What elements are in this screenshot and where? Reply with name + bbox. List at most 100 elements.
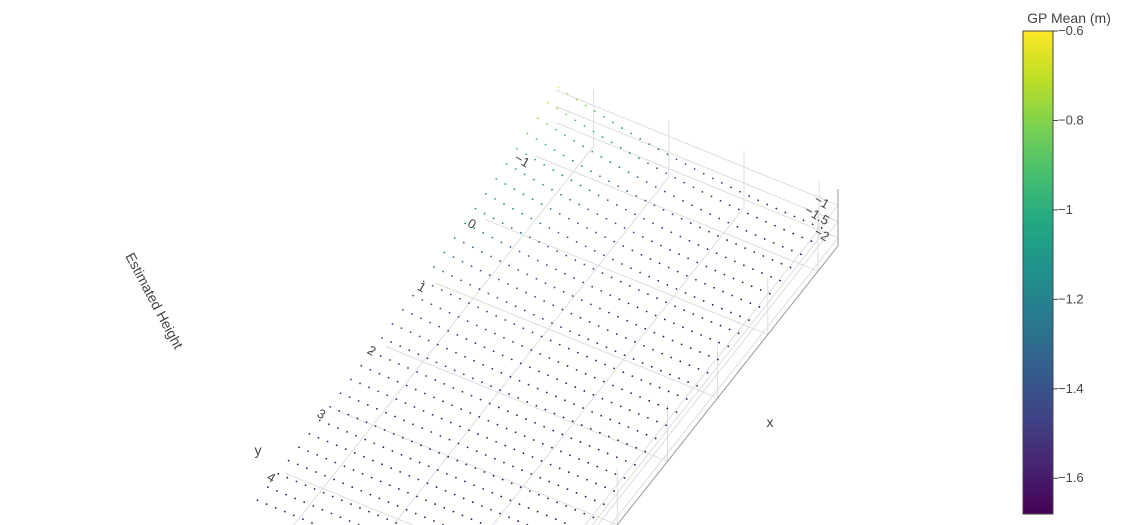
data-point bbox=[521, 469, 523, 472]
data-point bbox=[478, 288, 481, 291]
data-point bbox=[407, 491, 409, 494]
data-point bbox=[349, 503, 352, 505]
data-point bbox=[497, 278, 500, 281]
data-point bbox=[534, 295, 537, 298]
data-point bbox=[628, 284, 631, 287]
data-point bbox=[665, 424, 667, 427]
data-point bbox=[630, 392, 632, 395]
data-point bbox=[322, 491, 325, 494]
data-point bbox=[672, 195, 675, 198]
data-point bbox=[654, 185, 657, 188]
data-point bbox=[569, 330, 572, 333]
data-point bbox=[666, 284, 669, 286]
data-point bbox=[696, 261, 699, 264]
data-point bbox=[545, 391, 548, 394]
data-point bbox=[514, 431, 517, 434]
data-point bbox=[612, 121, 614, 124]
data-point bbox=[543, 425, 546, 428]
data-point bbox=[600, 414, 603, 417]
grid-lines bbox=[284, 89, 839, 525]
data-point bbox=[439, 434, 442, 437]
data-point bbox=[592, 393, 595, 396]
data-point bbox=[653, 204, 656, 207]
data-point bbox=[584, 372, 587, 375]
data-point bbox=[453, 237, 456, 239]
data-point bbox=[474, 342, 477, 345]
data-point bbox=[635, 446, 638, 449]
data-point bbox=[479, 398, 482, 401]
data-point bbox=[576, 475, 579, 477]
data-point bbox=[364, 438, 367, 441]
data-point bbox=[528, 490, 531, 492]
data-point bbox=[634, 213, 636, 216]
data-point bbox=[727, 345, 730, 348]
data-point bbox=[556, 107, 559, 110]
data-point bbox=[535, 404, 538, 407]
y-grid-line bbox=[535, 155, 819, 272]
data-point bbox=[765, 220, 767, 223]
data-point bbox=[705, 265, 708, 268]
data-point bbox=[396, 380, 399, 383]
data-point bbox=[420, 444, 422, 447]
data-point bbox=[434, 379, 437, 381]
data-point bbox=[432, 520, 435, 522]
data-point bbox=[609, 294, 612, 297]
data-point bbox=[456, 459, 459, 462]
data-point bbox=[780, 262, 783, 265]
data-point bbox=[710, 195, 713, 198]
data-point bbox=[614, 473, 617, 476]
data-point bbox=[399, 345, 402, 348]
data-point bbox=[564, 272, 566, 275]
data-point bbox=[561, 174, 564, 177]
data-point bbox=[532, 439, 535, 441]
data-point bbox=[464, 355, 466, 358]
data-point bbox=[445, 472, 448, 475]
data-point bbox=[351, 486, 354, 488]
data-point bbox=[539, 222, 542, 225]
data-point bbox=[643, 344, 645, 347]
data-point bbox=[391, 450, 394, 452]
data-point bbox=[589, 427, 592, 430]
data-point bbox=[619, 280, 622, 283]
data-point bbox=[446, 347, 448, 350]
data-point bbox=[657, 148, 660, 151]
data-point bbox=[468, 302, 470, 304]
data-point bbox=[732, 277, 735, 280]
data-point bbox=[811, 223, 814, 226]
data-point bbox=[517, 520, 520, 522]
y-tick-label: −1 bbox=[512, 150, 532, 170]
data-point bbox=[495, 314, 498, 317]
z-grid-line bbox=[597, 221, 839, 525]
data-point bbox=[549, 339, 552, 342]
data-point bbox=[407, 367, 409, 369]
data-point bbox=[540, 459, 543, 462]
data-point bbox=[535, 138, 538, 141]
data-point bbox=[567, 471, 570, 474]
data-point bbox=[608, 435, 610, 438]
data-point bbox=[360, 489, 363, 492]
data-point bbox=[595, 231, 597, 234]
data-point bbox=[599, 175, 601, 178]
data-point bbox=[460, 279, 463, 282]
data-point bbox=[545, 123, 548, 125]
data-point bbox=[675, 158, 678, 161]
data-point bbox=[465, 338, 468, 340]
data-point bbox=[509, 246, 512, 248]
data-point bbox=[630, 267, 632, 270]
data-point bbox=[800, 253, 802, 256]
data-point bbox=[666, 153, 669, 156]
data-point bbox=[471, 246, 474, 249]
data-point bbox=[580, 424, 583, 426]
data-point bbox=[335, 444, 338, 447]
data-point bbox=[600, 155, 603, 158]
data-point bbox=[726, 239, 728, 241]
data-point bbox=[442, 400, 444, 403]
data-point bbox=[388, 359, 391, 361]
data-point bbox=[544, 282, 547, 285]
data-point bbox=[518, 503, 521, 506]
data-point bbox=[733, 260, 736, 263]
data-point bbox=[606, 329, 609, 331]
data-point bbox=[565, 254, 568, 257]
data-point bbox=[513, 323, 516, 326]
